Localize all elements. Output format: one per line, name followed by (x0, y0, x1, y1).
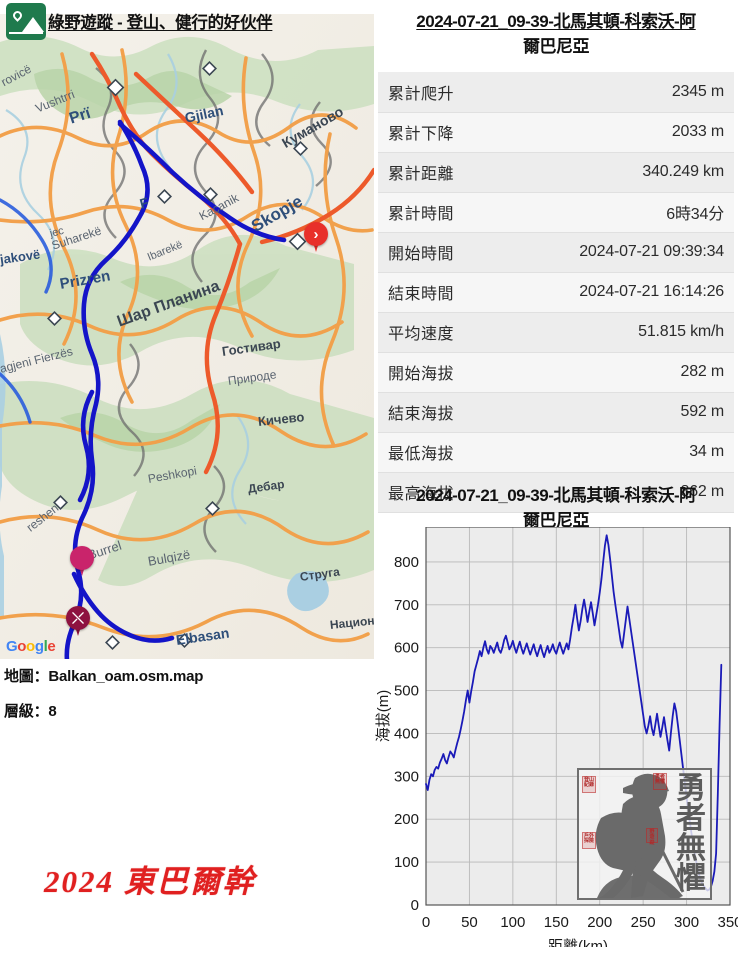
map-canvas (0, 14, 374, 659)
watermark-seal-2: 勇者無懼 (653, 773, 667, 790)
x-tick-label: 300 (674, 914, 699, 931)
stat-key: 結束海拔 (378, 392, 501, 433)
brand-title: 綠野遊蹤 - 登山、健行的好伙伴 (48, 14, 273, 32)
table-row: 開始海拔 282 m (378, 352, 734, 393)
stat-value: 862 m (500, 472, 734, 513)
watermark-seal-4: 野遊蹤 (646, 828, 658, 845)
stat-key: 累計爬升 (378, 72, 501, 113)
stat-value: 51.815 km/h (500, 312, 734, 353)
y-tick-label: 700 (394, 597, 419, 614)
watermark-seal-1: 登山紀錄 (582, 776, 596, 793)
chart-title-line-1: 2024-07-21_09-39-北馬其頓-科索沃-阿 (416, 486, 696, 505)
y-tick-label: 100 (394, 854, 419, 871)
x-tick-label: 0 (422, 914, 430, 931)
stat-key: 開始時間 (378, 232, 501, 273)
y-axis-title: 海拔(m) (375, 690, 392, 743)
stats-title-line-2: 爾巴尼亞 (523, 36, 590, 56)
elevation-profile-chart[interactable]: 0 100 200 300 400 500 600 700 800 0 50 100 150 200 250… (374, 527, 738, 947)
stats-title-line-1: 2024-07-21_09-39-北馬其頓-科索沃-阿 (416, 12, 696, 31)
y-tick-label: 300 (394, 768, 419, 785)
x-tick-label: 100 (500, 914, 525, 931)
x-tick-label: 200 (587, 914, 612, 931)
x-tick-label: 50 (461, 914, 478, 931)
x-tick-label: 250 (631, 914, 656, 931)
skopje-end-marker[interactable]: › (304, 222, 328, 254)
stat-key: 開始海拔 (378, 352, 501, 393)
table-row: 累計時間 6時34分 (378, 192, 734, 233)
brand-header: 綠野遊蹤 - 登山、健行的好伙伴 (0, 0, 374, 42)
table-row: 最低海拔 34 m (378, 432, 734, 473)
table-row: 最高海拔 862 m (378, 472, 734, 513)
watermark-char-3: 無 (676, 832, 706, 865)
stat-key: 最高海拔 (378, 472, 501, 513)
table-row: 累計距離 340.249 km (378, 152, 734, 193)
zoom-level-label: 層級：8 (4, 703, 57, 720)
y-tick-label: 500 (394, 683, 419, 700)
google-attribution: Google (6, 638, 56, 655)
stat-value: 2024-07-21 09:39:34 (500, 232, 734, 273)
map-meta: 地圖：Balkan_oam.osm.map 層級：8 (4, 665, 378, 735)
stat-key: 累計距離 (378, 152, 501, 193)
stats-panel-title: 2024-07-21_09-39-北馬其頓-科索沃-阿 爾巴尼亞 (374, 10, 738, 59)
stat-value: 2033 m (500, 112, 734, 153)
current-position-marker[interactable]: ⤬ (66, 606, 90, 638)
x-tick-label: 150 (544, 914, 569, 931)
trip-stamp-text: 2024 東巴爾幹 (44, 864, 256, 899)
table-row: 平均速度 51.815 km/h (378, 312, 734, 353)
table-row: 累計爬升 2345 m (378, 72, 734, 113)
table-row: 結束時間 2024-07-21 16:14:26 (378, 272, 734, 313)
left-column: rovicë Vushtrri Prï Gjilan Куманово F Kaçanik S… (0, 0, 374, 899)
route-map[interactable]: rovicë Vushtrri Prï Gjilan Куманово F Kaçanik S… (0, 14, 374, 659)
stat-value: 6時34分 (500, 192, 734, 233)
stat-value: 592 m (500, 392, 734, 433)
watermark-char-1: 勇 (676, 772, 706, 805)
stat-key: 最低海拔 (378, 432, 501, 473)
stat-value: 340.249 km (500, 152, 734, 193)
stat-key: 累計下降 (378, 112, 501, 153)
watermark-seal-3: 戶外探險 (582, 832, 596, 849)
stat-value: 34 m (500, 432, 734, 473)
table-row: 開始時間 2024-07-21 09:39:34 (378, 232, 734, 273)
hiker-silhouette-icon (595, 773, 709, 898)
stat-key: 結束時間 (378, 272, 501, 313)
chart-panel-title: 2024-07-21_09-39-北馬其頓-科索沃-阿 爾巴尼亞 (374, 484, 738, 533)
stat-value: 2024-07-21 16:14:26 (500, 272, 734, 313)
right-column: 2024-07-21_09-39-北馬其頓-科索沃-阿 爾巴尼亞 累計爬升 234… (374, 0, 738, 960)
route-waypoint-pin[interactable] (70, 546, 94, 578)
y-tick-label: 600 (394, 640, 419, 657)
y-tick-label: 200 (394, 811, 419, 828)
chart-title-line-2: 爾巴尼亞 (523, 510, 590, 530)
watermark-badge: 勇 者 無 懼 登山紀錄 勇者無懼 戶外探險 野遊蹤 (577, 768, 712, 900)
statistics-table: 累計爬升 2345 m 累計下降 2033 m 累計距離 340.249 km 累計時間 6時… (378, 72, 734, 513)
mountain-pin-logo-icon (6, 3, 46, 40)
stat-value: 2345 m (500, 72, 734, 113)
map-file-label: 地圖：Balkan_oam.osm.map (4, 668, 204, 685)
table-row: 結束海拔 592 m (378, 392, 734, 433)
table-row: 累計下降 2033 m (378, 112, 734, 153)
stat-value: 282 m (500, 352, 734, 393)
y-tick-label: 800 (394, 554, 419, 571)
y-tick-label: 0 (411, 897, 419, 914)
elevation-series-line (425, 534, 723, 892)
stat-key: 累計時間 (378, 192, 501, 233)
stat-key: 平均速度 (378, 312, 501, 353)
watermark-char-4: 懼 (676, 862, 706, 895)
y-tick-label: 400 (394, 725, 419, 742)
x-tick-label: 350 (717, 914, 738, 931)
watermark-char-2: 者 (676, 802, 706, 835)
x-axis-title: 距離(km) (548, 937, 608, 947)
